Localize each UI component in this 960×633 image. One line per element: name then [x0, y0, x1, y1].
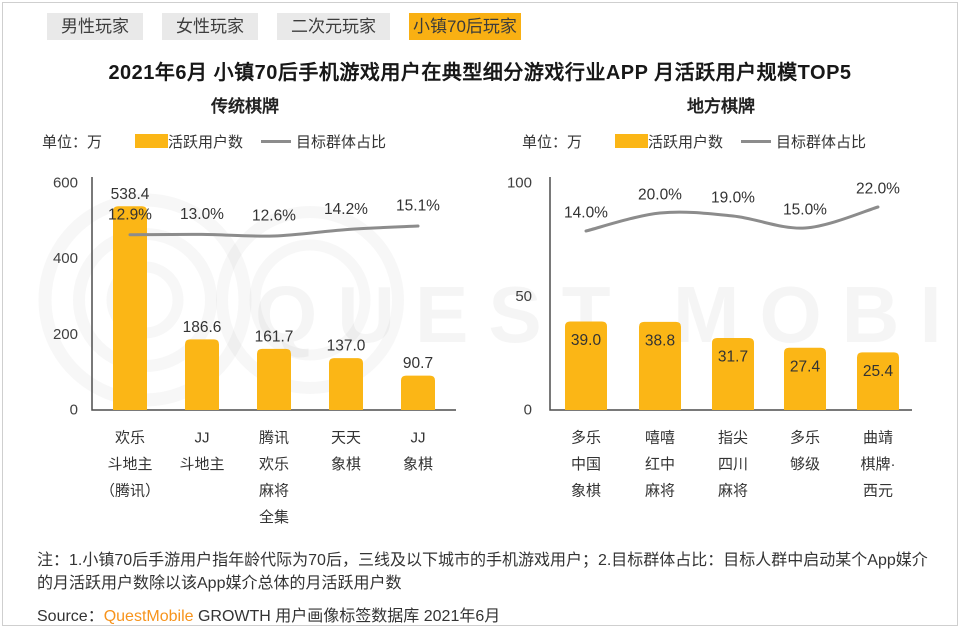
percent-label: 12.6%	[252, 208, 296, 225]
percent-label: 14.2%	[324, 201, 368, 218]
x-category-label: （腾讯）	[100, 483, 160, 500]
footnote: 注：1.小镇70后手游用户指年龄代际为70后，三线及以下城市的手机游戏用户；2.…	[37, 552, 928, 592]
x-category-label: 腾讯	[259, 430, 289, 447]
x-category-label: 多乐	[571, 430, 601, 447]
y-tick-label: 400	[53, 250, 78, 267]
x-category-label: 红中	[645, 456, 675, 473]
tab-2d-players[interactable]: 二次元玩家	[277, 13, 390, 40]
target-ratio-line	[128, 224, 420, 238]
line-swatch-icon	[261, 139, 292, 143]
bar	[857, 352, 899, 410]
source-line: Source：QuestMobile GROWTH 用户画像标签数据库 2021…	[37, 602, 500, 626]
legend-line-label: 目标群体占比	[776, 133, 867, 151]
y-tick-label: 100	[507, 175, 532, 192]
bar-value-label: 39.0	[571, 332, 602, 349]
x-category-label: 欢乐	[259, 456, 289, 473]
x-category-label: 嘻嘻	[645, 430, 675, 447]
y-tick-label: 600	[53, 175, 78, 192]
bar	[257, 348, 291, 410]
bar	[329, 358, 363, 410]
x-category-label: 曲靖	[863, 430, 893, 447]
player-segment-tabs: 男性玩家 女性玩家 二次元玩家 小镇70后玩家	[47, 13, 540, 40]
x-category-label: 天天	[331, 430, 361, 447]
bar	[401, 375, 435, 410]
bar	[565, 321, 607, 410]
chart-traditional-board-games: 0 200 400 600 538.4 186.6 161.7 137.0 90.7 12.9% 1…	[53, 175, 456, 526]
bar-value-label: 90.7	[403, 355, 433, 372]
x-category-label: 麻将	[645, 483, 675, 500]
bar-value-label: 38.8	[645, 332, 675, 349]
x-category-label: JJ	[195, 430, 210, 447]
x-category-label: 四川	[718, 456, 748, 473]
x-category-label: 象棋	[331, 456, 361, 473]
legend-line-label: 目标群体占比	[296, 133, 387, 151]
bar-value-label: 27.4	[790, 358, 821, 375]
unit-label: 单位：万	[522, 133, 583, 151]
target-ratio-line	[584, 205, 880, 233]
x-category-label: JJ	[411, 430, 426, 447]
percent-label: 22.0%	[856, 181, 900, 198]
tab-male-players[interactable]: 男性玩家	[47, 13, 143, 40]
x-category-label: 斗地主	[107, 456, 152, 473]
percent-label: 15.0%	[783, 202, 827, 219]
legend-bar-label: 活跃用户数	[648, 133, 724, 151]
bar	[185, 339, 219, 410]
y-tick-label: 50	[515, 288, 532, 305]
page-title: 2021年6月 小镇70后手机游戏用户在典型细分游戏行业APP 月活跃用户规模T…	[108, 62, 852, 84]
chart-title-traditional: 传统棋牌	[211, 97, 279, 116]
source-suffix: GROWTH 用户画像标签数据库 2021年6月	[193, 608, 501, 625]
percent-label: 15.1%	[396, 198, 440, 215]
x-category-label: 够级	[790, 456, 820, 473]
x-category-label: 多乐	[790, 430, 820, 447]
chart-title-regional: 地方棋牌	[687, 97, 755, 116]
x-category-label: 斗地主	[179, 456, 224, 473]
x-category-label: 指尖	[718, 430, 748, 447]
y-tick-label: 200	[53, 326, 78, 343]
x-category-label: 象棋	[571, 483, 601, 500]
bar	[113, 206, 147, 410]
bar-value-label: 161.7	[255, 328, 294, 345]
bar-value-label: 137.0	[327, 338, 366, 355]
bar-value-label: 25.4	[863, 363, 894, 380]
bar-value-label: 31.7	[718, 349, 748, 366]
bar-swatch-icon	[615, 134, 649, 148]
y-tick-label: 0	[524, 402, 532, 419]
x-category-label: 中国	[571, 456, 601, 473]
bar	[639, 321, 681, 410]
bar-swatch-icon	[135, 134, 169, 148]
x-category-label: 全集	[259, 508, 289, 526]
percent-label: 12.9%	[108, 206, 152, 223]
bar	[712, 338, 754, 410]
percent-label: 19.0%	[711, 190, 755, 207]
x-category-label: 象棋	[403, 456, 433, 473]
x-category-label: 棋牌·	[861, 456, 896, 473]
y-tick-label: 0	[70, 402, 78, 419]
legend-bar-label: 活跃用户数	[168, 133, 244, 151]
bar-value-label: 186.6	[183, 319, 222, 336]
x-category-label: 欢乐	[115, 430, 145, 447]
bar-value-label: 538.4	[111, 186, 150, 203]
x-category-label: 麻将	[718, 483, 748, 500]
x-category-label: 麻将	[259, 483, 289, 500]
legend-traditional: 单位：万 活跃用户数 目标群体占比	[42, 132, 387, 151]
percent-label: 13.0%	[180, 206, 224, 223]
percent-label: 20.0%	[638, 187, 682, 204]
unit-label: 单位：万	[42, 133, 103, 151]
legend-regional: 单位：万 活跃用户数 目标群体占比	[522, 132, 867, 151]
tab-town70s-players[interactable]: 小镇70后玩家	[409, 13, 521, 40]
line-swatch-icon	[741, 139, 772, 143]
tab-female-players[interactable]: 女性玩家	[162, 13, 258, 40]
bar	[784, 347, 826, 410]
source-brand: QuestMobile	[103, 608, 194, 625]
percent-label: 14.0%	[564, 205, 608, 222]
x-category-label: 西元	[863, 483, 893, 500]
source-prefix: Source：	[37, 608, 104, 625]
chart-regional-board-games: 0 50 100 39.0 38.8 31.7 27.4 25.4 14.0% 20.0% 19.0…	[507, 175, 912, 500]
